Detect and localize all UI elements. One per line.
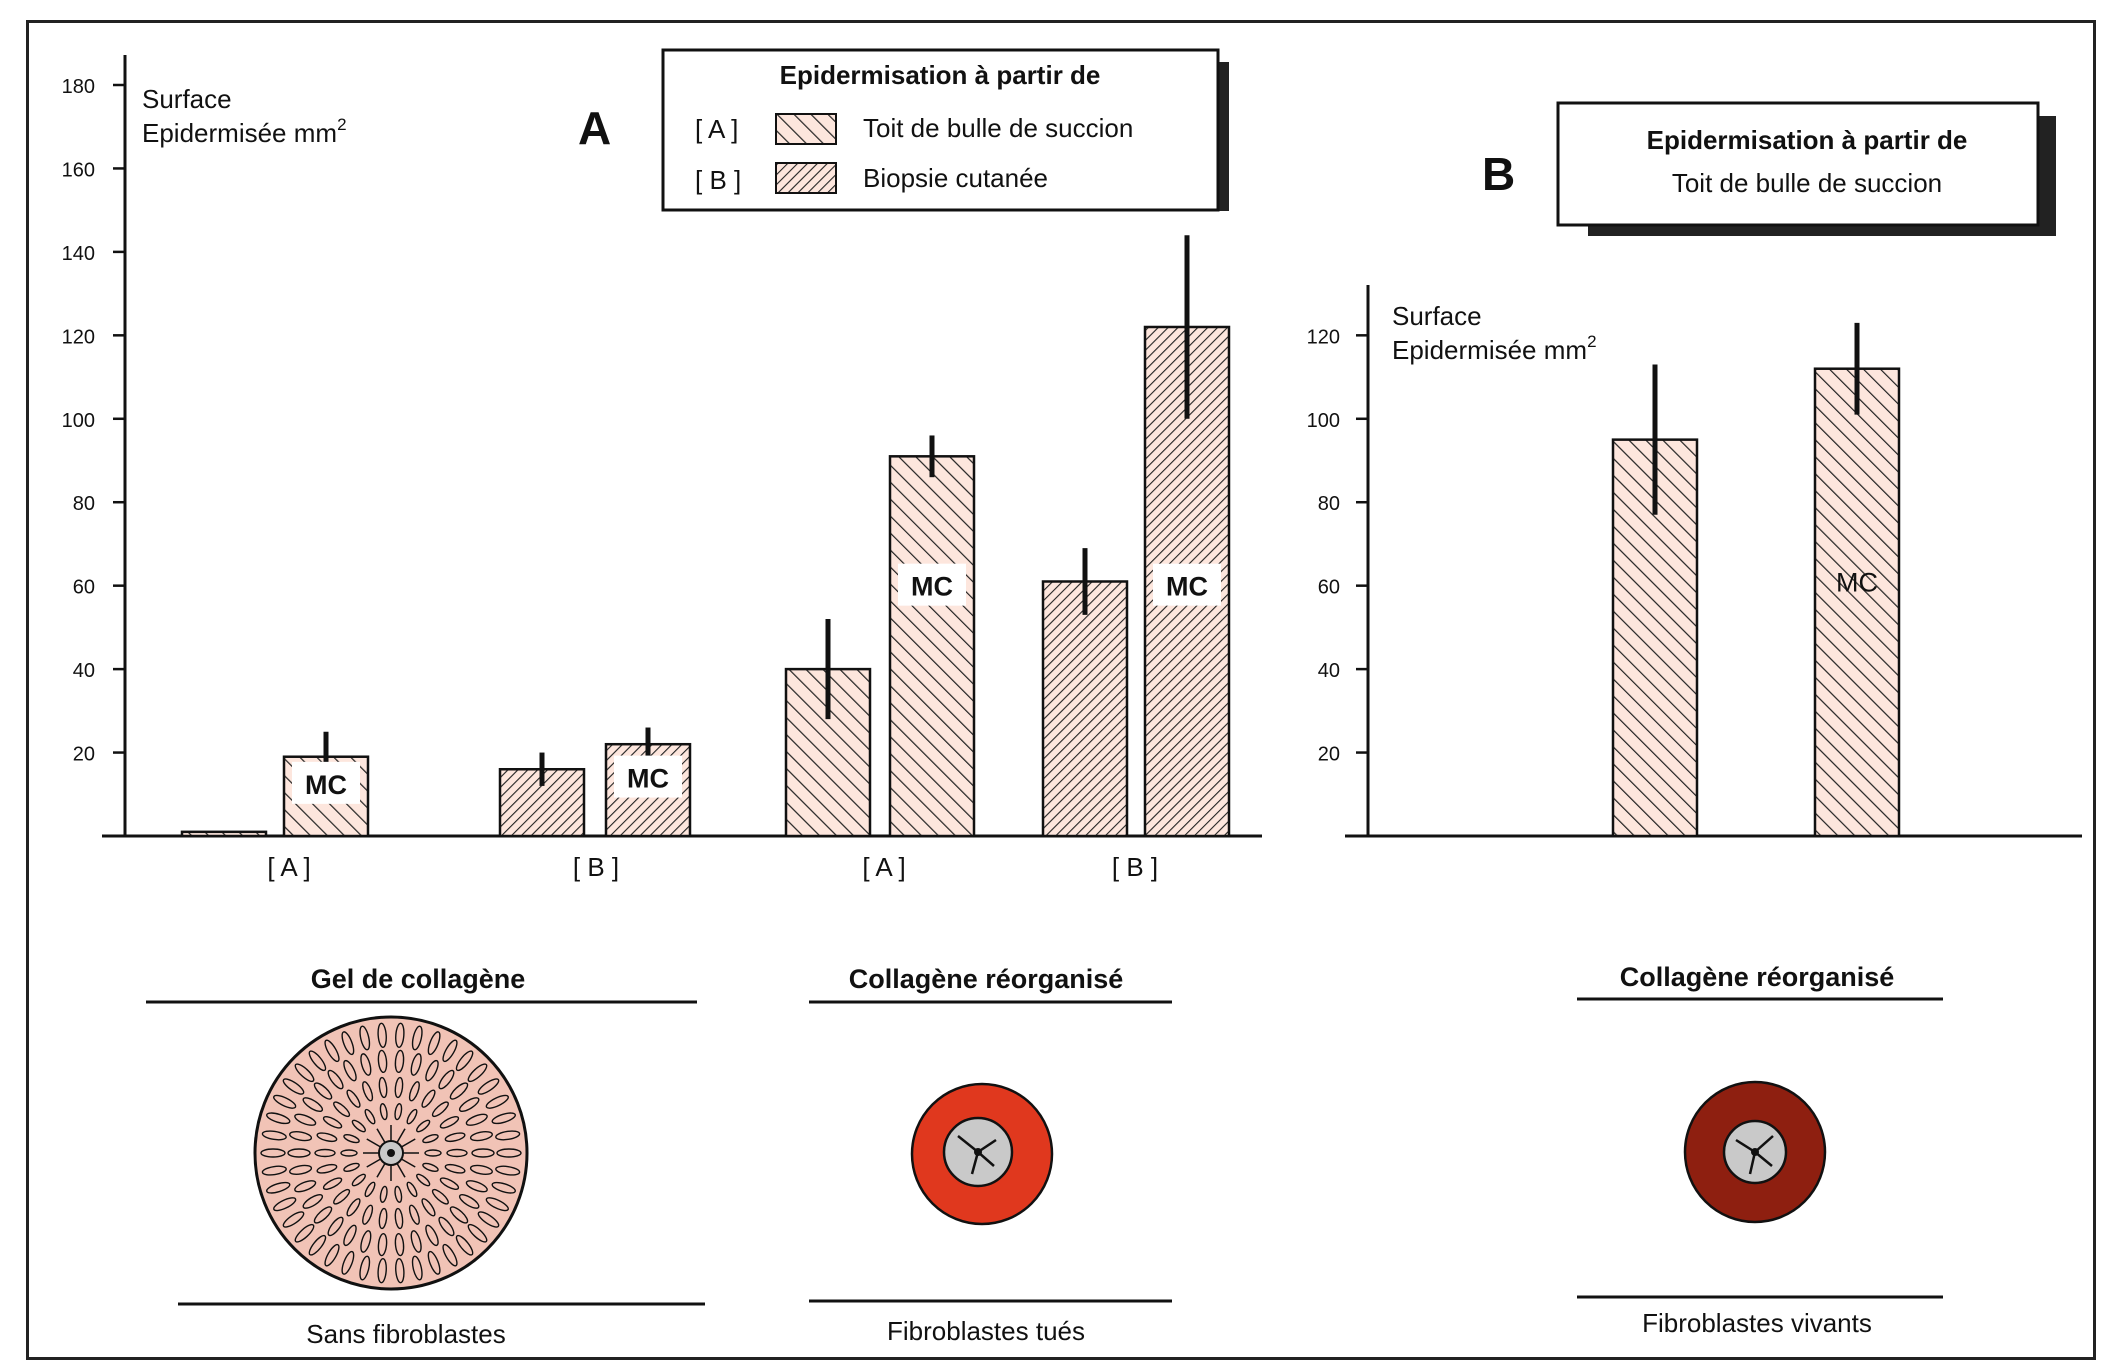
panel-a-group-label-4: [ B ] — [1112, 852, 1158, 882]
killed-caption: Fibroblastes tués — [887, 1316, 1085, 1346]
panel-a-ylabel-line1: Surface — [142, 84, 232, 114]
panel-a-bar — [180, 830, 268, 838]
panel-a-mc-label-box — [614, 755, 682, 798]
killed-title: Collagène réorganisé — [849, 964, 1124, 994]
panel-a-chart: 20 40 60 80 100 120 140 160 180 MC MC MC MC Surface… — [62, 48, 1262, 882]
panel-a-ylabel-line2: Epidermisée mm2 — [142, 115, 347, 148]
gel-illustration-block: Gel de collagène Sans fibroblastes — [146, 964, 705, 1349]
collagen-gel-disc — [253, 1015, 529, 1291]
panel-a-y-tick-label: 160 — [62, 159, 95, 181]
panel-a-y-tick-label: 140 — [62, 243, 95, 265]
panel-a-bar — [888, 455, 976, 838]
living-caption: Fibroblastes vivants — [1642, 1308, 1872, 1338]
panel-b-letter: B — [1482, 148, 1515, 200]
panel-a-y-tick-label: 60 — [73, 577, 95, 599]
panel-a-y-tick-label: 180 — [62, 76, 95, 98]
panel-a-legend: Epidermisation à partir de [ A ] Toit de… — [661, 48, 1229, 212]
panel-a-y-tick-label: 20 — [73, 744, 95, 766]
panel-b-y-tick-label: 80 — [1318, 493, 1340, 515]
panel-a-group-label-3: [ A ] — [862, 852, 905, 882]
reorganized-collagen-disc-living — [1683, 1080, 1827, 1224]
legend-a-key-b: [ B ] — [695, 165, 741, 195]
panel-b-y-tick-label: 20 — [1318, 744, 1340, 766]
panel-a-group-label-2: [ B ] — [573, 852, 619, 882]
panel-a-group-label-1: [ A ] — [267, 852, 310, 882]
panel-a-bar — [1041, 580, 1129, 838]
panel-b-y-tick-label: 100 — [1307, 410, 1340, 432]
panel-a-mc-label-box — [898, 563, 966, 606]
killed-fibroblasts-block: Collagène réorganisé Fibroblastes tués — [809, 964, 1172, 1346]
gel-title: Gel de collagène — [311, 964, 526, 994]
panel-b-y-tick-label: 40 — [1318, 660, 1340, 682]
panel-b-ylabel-line1: Surface — [1392, 301, 1482, 331]
panel-a-y-tick-label: 80 — [73, 493, 95, 515]
legend-a-title: Epidermisation à partir de — [780, 60, 1101, 90]
legend-a-key-a: [ A ] — [695, 114, 738, 144]
living-fibroblasts-block: Collagène réorganisé Fibroblastes vivant… — [1577, 962, 1943, 1338]
panel-a-mc-label: MC — [911, 572, 953, 602]
panel-b-y-tick-label: 120 — [1307, 326, 1340, 348]
legend-b-subtitle: Toit de bulle de succion — [1672, 168, 1942, 198]
panel-a-mc-label-box — [1153, 563, 1221, 606]
living-title: Collagène réorganisé — [1620, 962, 1895, 992]
panel-a-mc-label: MC — [305, 770, 347, 800]
panel-b-ylabel-line2: Epidermisée mm2 — [1392, 332, 1597, 365]
panel-a-y-tick-label: 100 — [62, 410, 95, 432]
panel-a-mc-label: MC — [627, 764, 669, 794]
legend-b-title: Epidermisation à partir de — [1647, 125, 1968, 155]
legend-a-swatch-slash — [775, 162, 837, 194]
panel-a-mc-label: MC — [1166, 572, 1208, 602]
legend-a-label-b: Biopsie cutanée — [863, 163, 1048, 193]
legend-a-swatch-backslash — [775, 113, 837, 145]
reorganized-collagen-disc-killed — [910, 1082, 1054, 1226]
panel-b-y-tick-label: 60 — [1318, 577, 1340, 599]
gel-caption: Sans fibroblastes — [306, 1319, 505, 1349]
panel-a-letter: A — [578, 102, 611, 154]
panel-b-bar — [1813, 367, 1901, 838]
panel-a-y-tick-label: 120 — [62, 326, 95, 348]
legend-a-label-a: Toit de bulle de succion — [863, 113, 1133, 143]
panel-a-mc-label-box — [292, 761, 360, 804]
panel-b-chart: 20 40 60 80 100 120 MC Surface Epidermisée mm… — [1307, 101, 2082, 838]
panel-b-legend: Epidermisation à partir de Toit de bulle… — [1556, 101, 2056, 236]
panel-a-y-tick-label: 40 — [73, 660, 95, 682]
panel-b-mc-label: MC — [1836, 568, 1878, 598]
